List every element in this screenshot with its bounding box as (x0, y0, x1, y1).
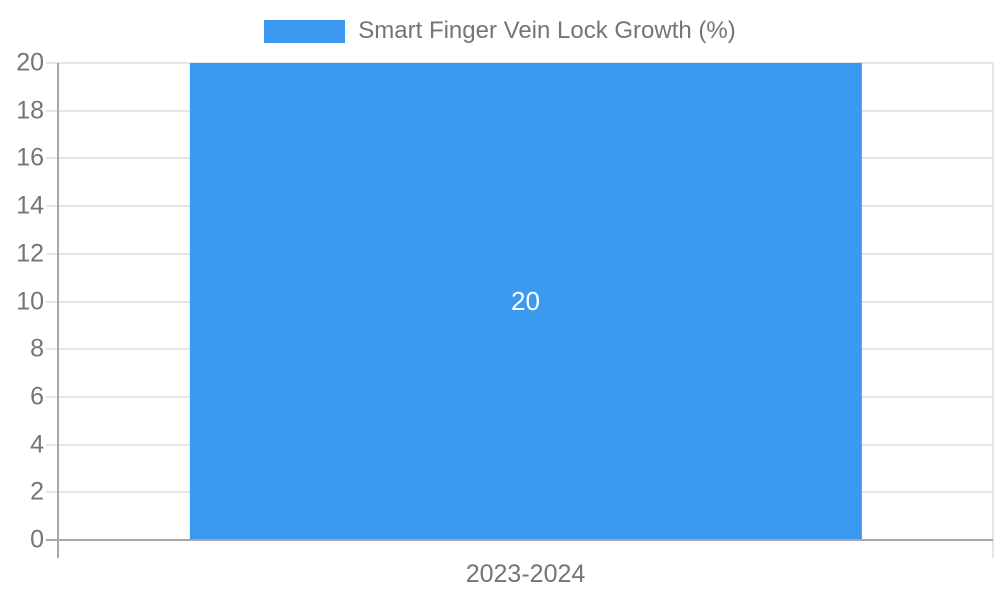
y-tick-mark (46, 109, 58, 112)
y-axis-line (57, 63, 59, 558)
y-tick-mark (46, 62, 58, 64)
y-tick-label: 20 (16, 48, 44, 77)
x-axis-baseline (58, 539, 993, 541)
y-tick-mark (46, 300, 58, 303)
y-tick-mark (46, 205, 58, 208)
x-axis-tick-labels: 2023-2024 (58, 560, 993, 589)
plot-area: 20 (46, 62, 994, 558)
y-tick-label: 10 (16, 287, 44, 315)
legend[interactable]: Smart Finger Vein Lock Growth (%) (0, 17, 1000, 45)
y-tick-mark (46, 491, 58, 494)
plot-right-border (992, 63, 994, 558)
y-tick-mark (46, 443, 58, 446)
y-tick-mark (46, 252, 58, 255)
y-tick-label: 18 (16, 96, 44, 125)
bar-value-label: 20 (511, 286, 540, 316)
y-tick-label: 16 (16, 143, 44, 172)
y-tick-label: 0 (30, 525, 44, 554)
y-tick-label: 12 (16, 239, 44, 268)
y-tick-mark (46, 539, 58, 541)
y-tick-label: 2 (30, 477, 44, 506)
x-tick-label: 2023-2024 (465, 560, 586, 588)
y-tick-label: 6 (30, 382, 44, 411)
legend-label: Smart Finger Vein Lock Growth (%) (358, 17, 736, 44)
y-tick-label: 14 (16, 191, 44, 220)
y-tick-label: 8 (30, 334, 44, 363)
y-axis-tick-labels: 0 2 4 6 8 10 12 14 16 18 20 (0, 50, 44, 552)
y-tick-label: 4 (30, 430, 44, 459)
y-tick-mark (46, 395, 58, 398)
legend-swatch-icon (264, 19, 346, 43)
y-tick-mark (46, 348, 58, 351)
bar-2023-2024[interactable]: 20 (189, 63, 862, 540)
y-tick-mark (46, 157, 58, 160)
